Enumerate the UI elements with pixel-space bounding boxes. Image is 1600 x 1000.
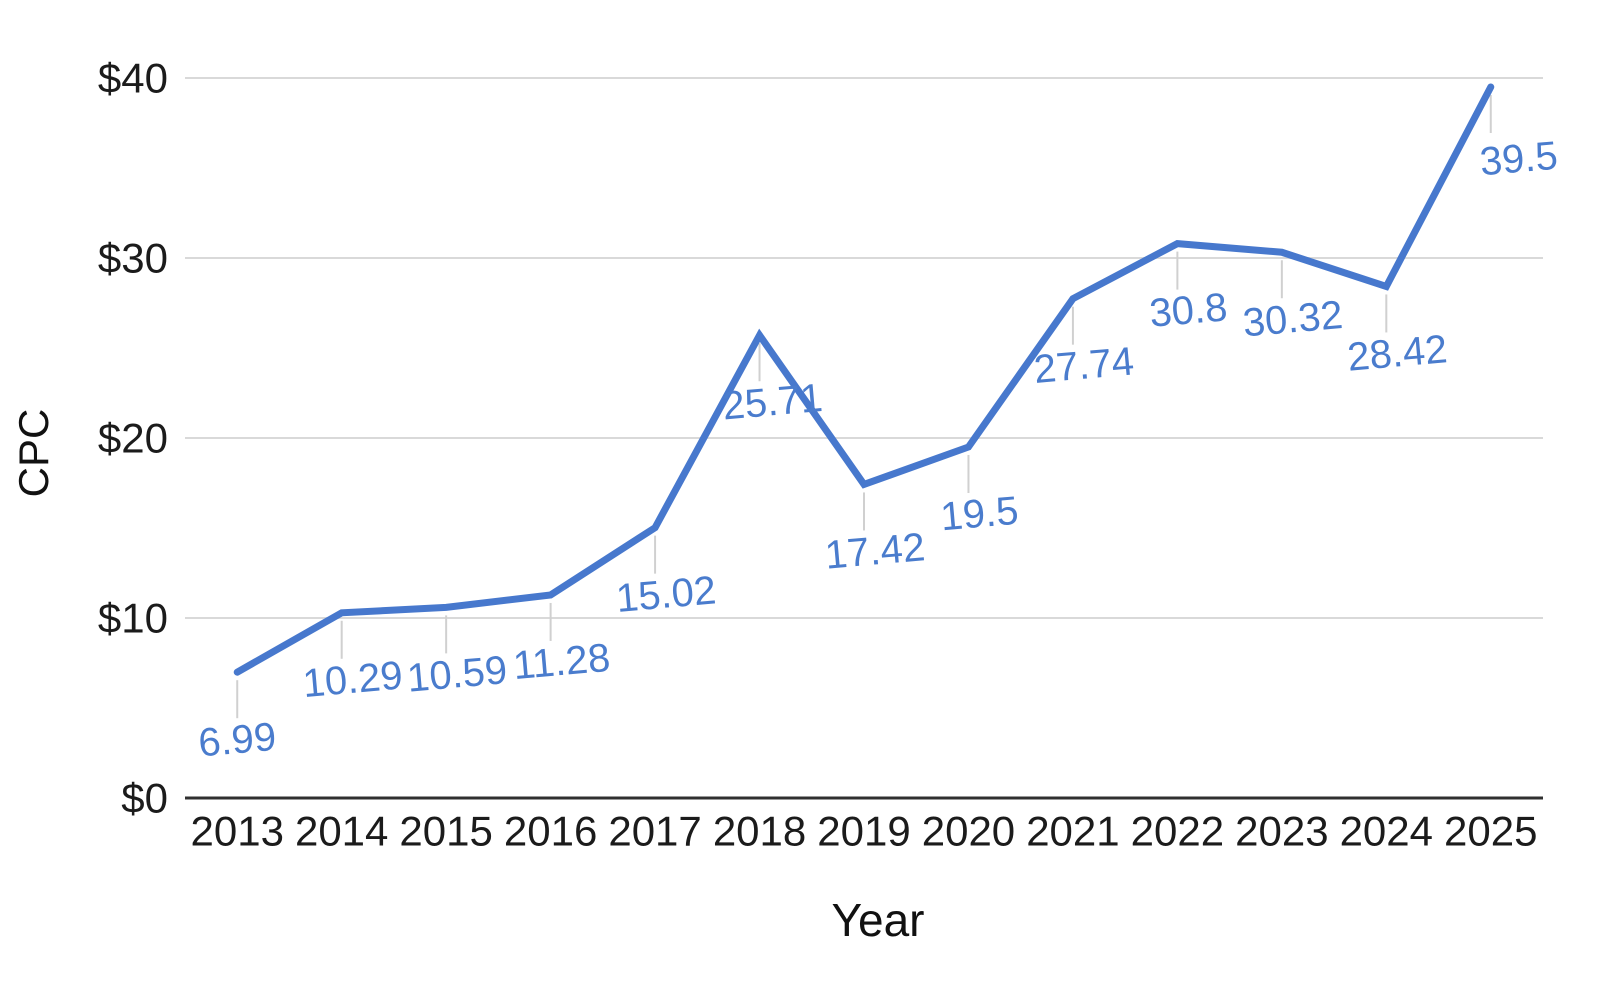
x-tick-label: 2024 [1340,808,1433,855]
data-label: 10.59 [405,648,509,701]
x-tick-label: 2016 [504,808,597,855]
data-label: 28.42 [1346,327,1450,380]
data-label: 27.74 [1032,339,1136,392]
y-tick-label: $0 [121,775,168,822]
cpc-series-line [233,83,1495,676]
data-label: 39.5 [1478,134,1559,185]
x-tick-label: 2025 [1444,808,1537,855]
data-label: 6.99 [197,715,278,766]
x-tick-label: 2018 [713,808,806,855]
y-tick-label: $10 [98,595,168,642]
y-tick-label: $30 [98,235,168,282]
y-tick-label: $40 [98,55,168,102]
data-label: 30.8 [1148,285,1229,336]
data-label: 10.29 [301,654,405,707]
y-axis-title: CPC [10,408,57,498]
data-label: 17.42 [823,525,927,578]
x-tick-label: 2014 [295,808,388,855]
data-label: 25.71 [721,376,825,429]
x-tick-label: 2023 [1235,808,1328,855]
x-tick-label: 2020 [922,808,1015,855]
data-label: 11.28 [511,636,612,688]
data-label: 19.5 [939,489,1020,540]
y-tick-label: $20 [98,415,168,462]
x-axis-title: Year [831,894,925,946]
x-tick-label: 2022 [1131,808,1224,855]
data-label: 15.02 [614,568,718,621]
x-tick-label: 2021 [1026,808,1119,855]
x-tick-label: 2013 [191,808,284,855]
x-tick-label: 2019 [817,808,910,855]
data-label: 30.32 [1241,293,1345,346]
x-tick-label: 2017 [608,808,701,855]
x-tick-label: 2015 [399,808,492,855]
